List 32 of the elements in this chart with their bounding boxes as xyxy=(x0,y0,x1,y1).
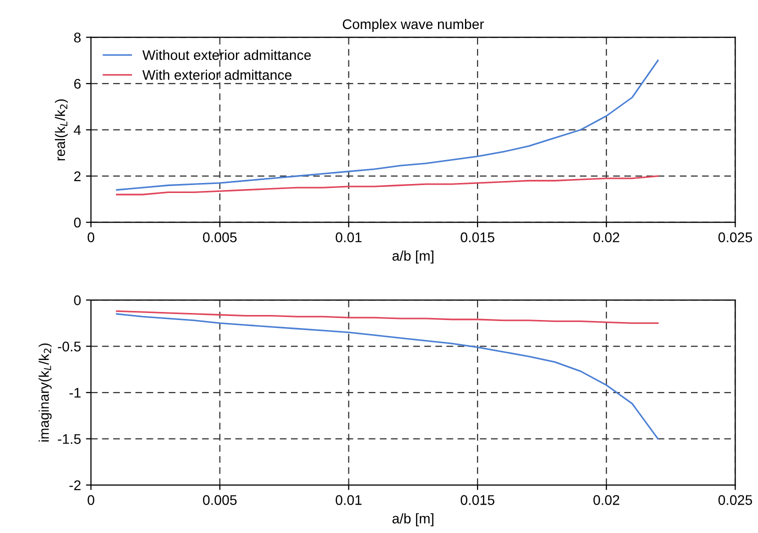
y-tick-label: 8 xyxy=(74,32,81,42)
x-tick-label: 0.02 xyxy=(593,232,620,242)
x-tick-label: 0.02 xyxy=(593,495,620,505)
x-tick-label: 0.005 xyxy=(202,495,237,505)
line-series xyxy=(116,313,659,440)
line-series xyxy=(116,310,659,324)
x-tick-label: 0.025 xyxy=(718,232,752,242)
y-tick-label: 2 xyxy=(74,171,81,182)
y-axis-title: real(k$_{L}$/k$_{2}$) xyxy=(54,99,68,160)
y-tick-label: -1 xyxy=(70,388,81,398)
y-tick-label: 4 xyxy=(74,125,81,135)
y-tick-label: 6 xyxy=(74,78,81,89)
x-axis-title: a/b [m] xyxy=(392,513,434,526)
y-tick-label: 0 xyxy=(74,295,81,306)
line-series xyxy=(116,60,659,191)
y-tick-label: -2 xyxy=(70,480,81,490)
y-axis-title: imaginary(k$_{L}$/k$_{2}$) xyxy=(38,343,52,442)
y-tick-label: -0.5 xyxy=(58,342,81,352)
x-tick-label: 0.025 xyxy=(718,495,752,505)
x-tick-label: 0.015 xyxy=(460,495,494,505)
x-tick-label: 0.005 xyxy=(202,232,237,242)
chart-title: Complex wave number xyxy=(342,18,484,32)
x-tick-label: 0.015 xyxy=(460,232,494,242)
y-tick-label: 0 xyxy=(74,218,81,228)
x-axis-title: a/b [m] xyxy=(392,250,434,264)
line-series xyxy=(116,175,659,196)
y-tick-label: -1.5 xyxy=(58,434,81,444)
x-tick-label: 0 xyxy=(88,232,94,242)
x-tick-label: 0 xyxy=(88,495,94,505)
x-tick-label: 0.01 xyxy=(336,495,362,505)
x-tick-label: 0.01 xyxy=(336,232,362,242)
legend-label: Without exterior admittance xyxy=(142,50,311,60)
